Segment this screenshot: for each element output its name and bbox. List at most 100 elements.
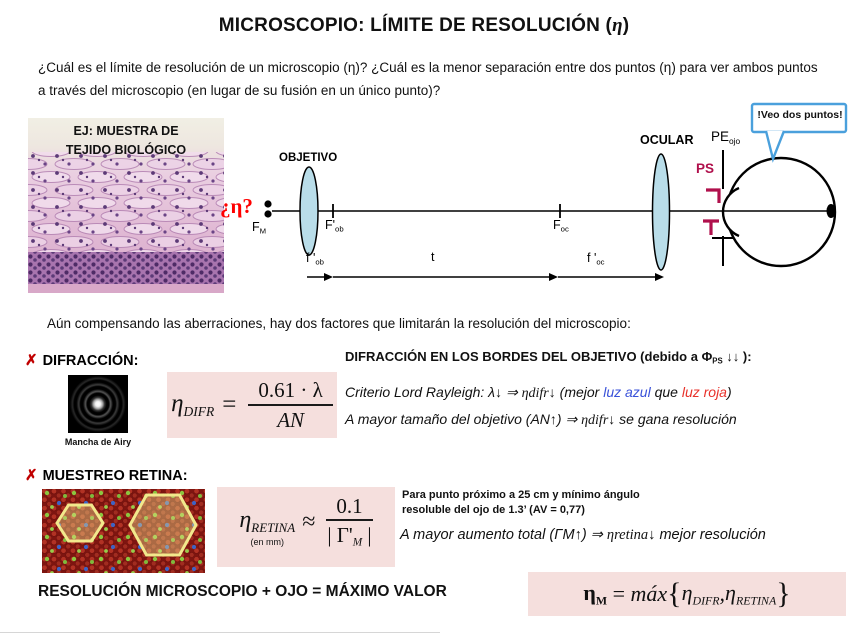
pe-base: PE bbox=[711, 129, 730, 144]
resolution-max-label: RESOLUCIÓN MICROSCOPIO + OJO = MÁXIMO VA… bbox=[38, 583, 447, 600]
difr-denominator: AN bbox=[277, 407, 305, 432]
fob-sub: ob bbox=[335, 224, 344, 234]
size-eta: η bbox=[581, 413, 589, 428]
equals-sign: = bbox=[607, 581, 631, 606]
airy-caption: Mancha de Airy bbox=[64, 437, 132, 447]
approx-sign: ≈ bbox=[302, 508, 316, 535]
pe-sub: ojo bbox=[729, 135, 741, 146]
fpoc-sub: oc bbox=[596, 257, 605, 267]
retina-subscript: RETINA bbox=[735, 593, 777, 608]
rayleigh-eta-sub: difr bbox=[528, 386, 549, 401]
tissue-caption-line2: TEJIDO BIOLÓGICO bbox=[65, 143, 187, 157]
retina-mosaic-image bbox=[42, 489, 205, 573]
retina-formula-box: ηRETINA (en mm) ≈ 0.1 | Γ'M | bbox=[217, 487, 395, 567]
blue-light-text: luz azul bbox=[603, 384, 651, 400]
rayleigh-mid: ↓ (mejor bbox=[548, 384, 604, 400]
eta-m-base: ηM bbox=[583, 580, 607, 609]
tissue-sample-image bbox=[28, 118, 224, 293]
title-text: MICROSCOPIO: LÍMITE DE RESOLUCIÓN ( bbox=[218, 15, 613, 36]
retina-note-line2: resoluble del ojo de 1.3’ (AV = 0,77) bbox=[402, 503, 585, 516]
retina-denominator: | Γ'M | bbox=[327, 521, 371, 549]
eta-difr-lhs: ηDIFR bbox=[171, 390, 214, 420]
fpoc-base: f ' bbox=[587, 251, 597, 265]
speech-bubble bbox=[750, 102, 848, 163]
gamma-prime: | Γ' bbox=[327, 522, 353, 547]
difr-fraction: 0.61 · λ AN bbox=[248, 379, 333, 432]
rayleigh-criterion-line: Criterio Lord Rayleigh: λ↓ ⇒ ηdifr↓ (mej… bbox=[345, 384, 845, 402]
difr-right-pre: DIFRACCIÓN EN LOS BORDES DEL OBJETIVO (d… bbox=[345, 349, 702, 364]
m-subscript: M bbox=[595, 593, 608, 608]
ocular-lens bbox=[651, 153, 671, 271]
speech-bubble-text: !Veo dos puntos! bbox=[757, 109, 843, 121]
title-eta-symbol: η bbox=[612, 15, 623, 36]
gamma-sub-m: M bbox=[352, 536, 363, 549]
foc-sub: oc bbox=[560, 224, 569, 234]
abs-bar: | bbox=[362, 522, 372, 547]
distance-arrows bbox=[307, 273, 664, 281]
eye-drawing bbox=[721, 156, 837, 268]
gain-gamma-sub: M bbox=[562, 527, 575, 543]
small-hexagon bbox=[55, 503, 105, 543]
diffraction-section-heading: ✗ DIFRACCIÓN: bbox=[25, 351, 138, 370]
eta-symbol: η bbox=[725, 579, 736, 605]
retina-note: Para punto próximo a 25 cm y mínimo ángu… bbox=[402, 488, 732, 517]
bottom-divider bbox=[0, 632, 440, 633]
f-prime-ob-label: F'ob bbox=[325, 218, 344, 234]
fm-label: FM bbox=[252, 220, 266, 236]
retina-subscript: RETINA bbox=[251, 519, 296, 535]
eta-symbol: η bbox=[171, 390, 184, 418]
tube-length-label: t bbox=[431, 250, 435, 264]
objective-size-line: A mayor tamaño del objetivo (AN↑) ⇒ ηdif… bbox=[345, 411, 845, 429]
page-title: MICROSCOPIO: LÍMITE DE RESOLUCIÓN (η) bbox=[0, 15, 848, 37]
eta-symbol: η bbox=[681, 579, 693, 605]
retina-section-heading: ✗ MUESTREO RETINA: bbox=[25, 466, 188, 485]
ps-label: PS bbox=[696, 161, 715, 176]
diffraction-heading-text: DIFRACCIÓN: bbox=[42, 353, 139, 369]
eta-difr-term: ηDIFR bbox=[682, 580, 720, 609]
gain-mid: ↑) ⇒ bbox=[574, 527, 607, 543]
rayleigh-pre: Criterio Lord Rayleigh: λ↓ ⇒ bbox=[345, 384, 522, 400]
retina-note-line1: Para punto próximo a 25 cm y mínimo ángu… bbox=[402, 489, 640, 501]
mm-note: (en mm) bbox=[250, 536, 285, 547]
size-pre: A mayor tamaño del objetivo (AN↑) ⇒ bbox=[345, 411, 582, 427]
ps-image-markers bbox=[703, 188, 721, 235]
gain-eta-sub: retina bbox=[614, 527, 649, 543]
gain-eta: η bbox=[606, 527, 615, 543]
max-formula-box: ηM = máx { ηDIFR , ηRETINA } bbox=[528, 572, 846, 616]
size-end: ↓ se gana resolución bbox=[608, 411, 737, 427]
objective-lens bbox=[299, 166, 319, 256]
focal-oc-distance-label: f 'oc bbox=[587, 251, 605, 267]
comma: , bbox=[719, 581, 726, 606]
difr-numerator: 0.61 · λ bbox=[248, 379, 333, 406]
eye-pupil-label: PEojo bbox=[711, 129, 740, 146]
x-mark-icon: ✗ bbox=[25, 352, 38, 369]
size-eta-sub: difr bbox=[588, 413, 609, 428]
gain-pre: A mayor aumento total (Γ bbox=[400, 527, 563, 543]
aberrations-statement: Aún compensando las aberraciones, hay do… bbox=[47, 316, 631, 331]
phi-subscript: PS bbox=[712, 356, 723, 366]
retina-mosaic-graphic bbox=[42, 489, 205, 573]
focal-ob-distance-label: f 'ob bbox=[306, 251, 324, 267]
foc-base: F bbox=[553, 218, 561, 232]
close-brace: } bbox=[776, 577, 791, 610]
rayleigh-end: ) bbox=[726, 384, 732, 400]
eye-pupil-stop bbox=[712, 150, 734, 266]
retina-numerator: 0.1 bbox=[326, 495, 373, 521]
intro-paragraph: ¿Cuál es el límite de resolución de un m… bbox=[38, 60, 818, 98]
title-close-paren: ) bbox=[622, 15, 630, 36]
red-light-text: luz roja bbox=[681, 384, 727, 400]
fovea-point bbox=[826, 204, 836, 218]
fpob-base: f ' bbox=[306, 251, 316, 265]
phi-symbol: Φ bbox=[701, 349, 713, 364]
airy-disk-image bbox=[68, 375, 128, 433]
retina-fraction: 0.1 | Γ'M | bbox=[326, 495, 373, 550]
retina-heading-text: MUESTREO RETINA: bbox=[42, 468, 188, 484]
large-hexagon bbox=[128, 493, 198, 557]
difr-subscript: DIFR bbox=[183, 403, 215, 419]
fm-sub: M bbox=[259, 226, 267, 236]
tissue-caption-line1: EJ: MUESTRA DE bbox=[73, 124, 179, 138]
object-point-2 bbox=[264, 210, 272, 218]
gain-end: ↓ mejor resolución bbox=[648, 527, 766, 543]
foc-label: Foc bbox=[553, 218, 569, 234]
